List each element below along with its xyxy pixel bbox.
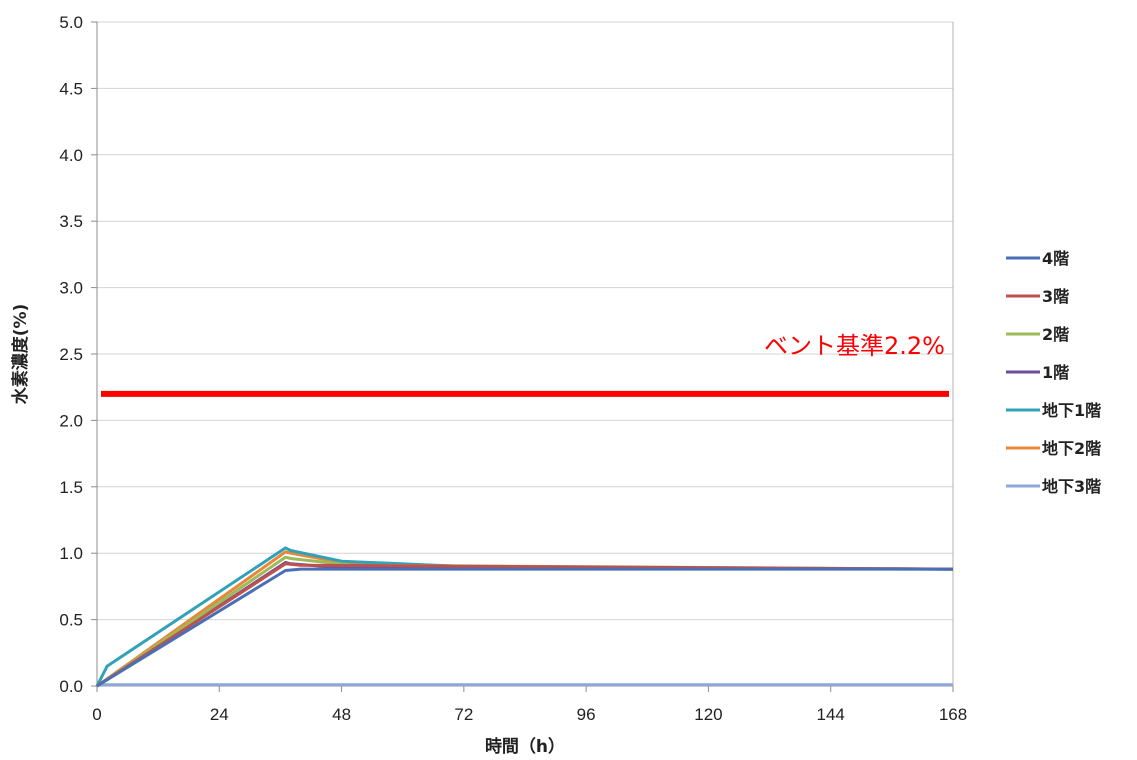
y-tick-label: 3.0 xyxy=(59,279,83,298)
reference-layer: ベント基準2.2% xyxy=(101,332,949,397)
x-tick-label: 96 xyxy=(577,705,596,724)
y-tick-label: 2.0 xyxy=(59,411,83,430)
y-axis-title: 水素濃度(%) xyxy=(10,304,31,405)
x-tick-label: 24 xyxy=(210,705,229,724)
legend-label: 3階 xyxy=(1042,287,1069,306)
grid-layer xyxy=(97,21,953,687)
x-tick-label: 48 xyxy=(332,705,351,724)
series-line xyxy=(96,550,954,688)
y-tick-label: 3.5 xyxy=(59,212,83,231)
y-tick-label: 4.5 xyxy=(59,79,83,98)
tick-layer: 0.0 0.5 1.0 1.5 2.0 2.5 3.0 3.5 4.0 4.5 5.0 0 24 48 72… xyxy=(59,13,967,724)
series-line xyxy=(96,562,954,688)
legend-label: 地下1階 xyxy=(1042,401,1101,420)
x-tick-label: 144 xyxy=(817,705,845,724)
x-tick-label: 0 xyxy=(92,705,101,724)
y-tick-label: 4.0 xyxy=(59,146,83,165)
legend-label: 4階 xyxy=(1042,249,1069,268)
x-tick-label: 120 xyxy=(694,705,722,724)
legend-label: 1階 xyxy=(1042,363,1069,382)
x-tick-label: 168 xyxy=(939,705,967,724)
legend-label: 地下2階 xyxy=(1042,439,1101,458)
y-tick-label: 2.5 xyxy=(59,345,83,364)
y-tick-label: 1.5 xyxy=(59,478,83,497)
series-line xyxy=(96,567,953,688)
vent-threshold-label: ベント基準2.2% xyxy=(764,332,945,360)
y-tick-label: 5.0 xyxy=(59,13,83,32)
legend-label: 2階 xyxy=(1042,325,1069,344)
y-tick-label: 1.0 xyxy=(59,544,83,563)
y-tick-label: 0.0 xyxy=(59,677,83,696)
series-line xyxy=(96,561,954,688)
legend-label: 地下3階 xyxy=(1042,477,1101,496)
x-axis-title: 時間（h） xyxy=(485,736,565,757)
series-layer xyxy=(95,546,954,688)
y-tick-label: 0.5 xyxy=(59,611,83,630)
x-tick-label: 72 xyxy=(454,705,473,724)
series-line xyxy=(96,555,954,688)
